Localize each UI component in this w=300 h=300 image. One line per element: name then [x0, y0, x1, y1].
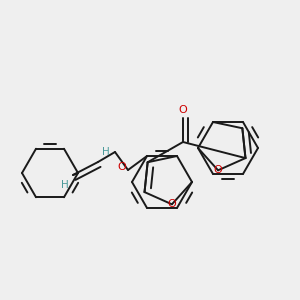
Text: O: O: [168, 199, 176, 209]
Text: O: O: [118, 162, 126, 172]
Text: O: O: [178, 105, 188, 115]
Text: O: O: [214, 165, 222, 175]
Text: H: H: [102, 147, 110, 157]
Text: H: H: [61, 180, 69, 190]
